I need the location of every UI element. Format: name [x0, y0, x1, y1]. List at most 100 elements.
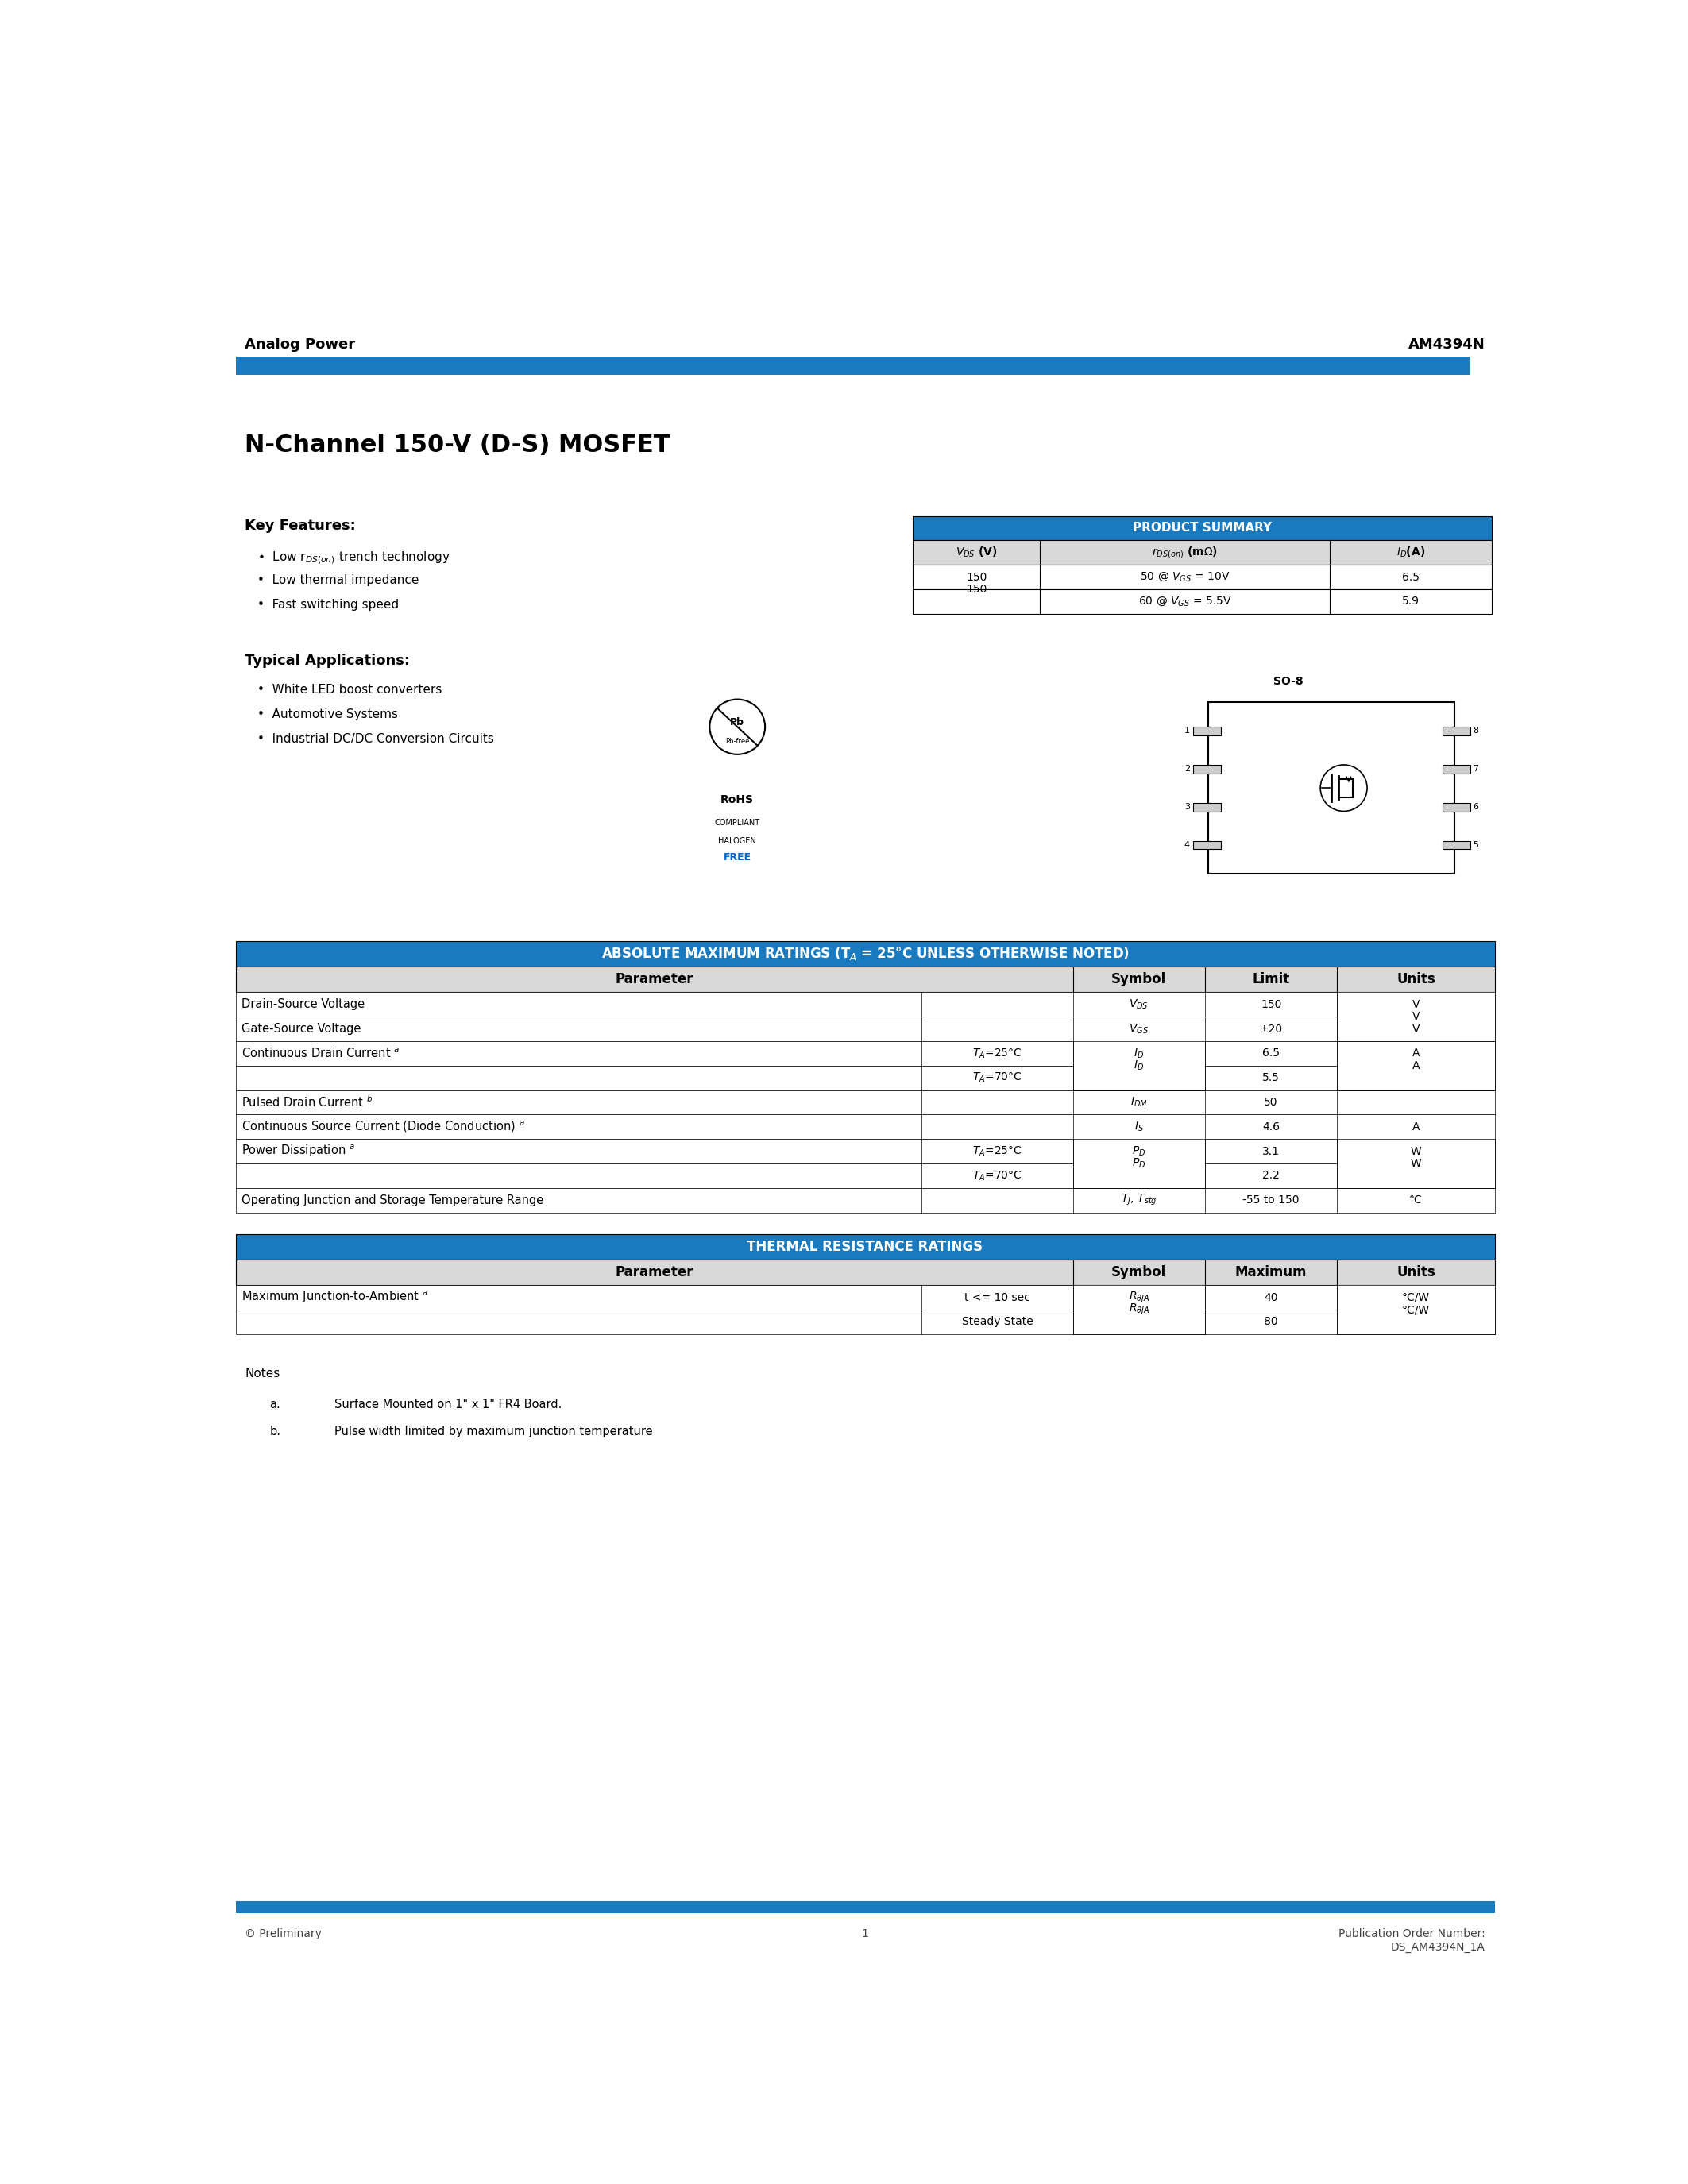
Text: Parameter: Parameter [614, 972, 694, 987]
Text: Pb-free: Pb-free [726, 738, 749, 745]
Text: •  Automotive Systems: • Automotive Systems [257, 708, 398, 721]
Text: °C/W: °C/W [1403, 1304, 1430, 1315]
Text: t <= 10 sec: t <= 10 sec [964, 1291, 1030, 1304]
Bar [236, 1284, 1494, 1310]
Text: $r_{DS(on)}$ (m$\Omega$): $r_{DS(on)}$ (m$\Omega$) [1151, 546, 1217, 559]
Bar [1074, 1042, 1205, 1090]
Bar [236, 1140, 1494, 1164]
Bar [236, 992, 1494, 1018]
Text: 3: 3 [1185, 804, 1190, 810]
Bar [236, 1042, 1494, 1066]
Text: Parameter: Parameter [614, 1265, 694, 1280]
Text: a.: a. [270, 1398, 280, 1411]
Text: Maximum Junction-to-Ambient $^a$: Maximum Junction-to-Ambient $^a$ [241, 1289, 429, 1306]
Text: 4.6: 4.6 [1263, 1120, 1280, 1131]
Text: •  Low thermal impedance: • Low thermal impedance [257, 574, 419, 585]
Bar [236, 1114, 1494, 1140]
Text: Publication Order Number:
DS_AM4394N_1A: Publication Order Number: DS_AM4394N_1A [1339, 1928, 1485, 1952]
Bar [1074, 1140, 1205, 1188]
Text: 40: 40 [1264, 1291, 1278, 1304]
Text: 1: 1 [1185, 727, 1190, 734]
Text: Continuous Source Current (Diode Conduction) $^a$: Continuous Source Current (Diode Conduct… [241, 1120, 525, 1133]
Bar [1337, 1284, 1494, 1334]
Bar [236, 941, 1494, 968]
Text: Surface Mounted on 1" x 1" FR4 Board.: Surface Mounted on 1" x 1" FR4 Board. [334, 1398, 562, 1411]
Bar [236, 1090, 1494, 1114]
Text: °C/W: °C/W [1403, 1291, 1430, 1304]
Bar [236, 1018, 1494, 1042]
Text: PRODUCT SUMMARY: PRODUCT SUMMARY [1133, 522, 1271, 535]
Bar [1209, 703, 1455, 874]
Text: FREE: FREE [724, 852, 751, 863]
Bar [1337, 1042, 1494, 1090]
Text: Notes: Notes [245, 1367, 280, 1380]
Text: $T_A$=70°C: $T_A$=70°C [972, 1072, 1023, 1085]
Text: AM4394N: AM4394N [1408, 339, 1485, 352]
Bar [236, 1900, 1494, 1913]
Text: Drain-Source Voltage: Drain-Source Voltage [241, 998, 365, 1011]
Text: Power Dissipation $^a$: Power Dissipation $^a$ [241, 1144, 354, 1160]
Text: Steady State: Steady State [962, 1317, 1033, 1328]
Text: V: V [1413, 1011, 1420, 1022]
Text: 5.9: 5.9 [1401, 596, 1420, 607]
Text: •  Low r$_{DS(on)}$ trench technology: • Low r$_{DS(on)}$ trench technology [257, 550, 451, 566]
Text: Gate-Source Voltage: Gate-Source Voltage [241, 1022, 361, 1035]
Bar [1337, 992, 1494, 1042]
Text: 3.1: 3.1 [1263, 1147, 1280, 1158]
Text: $P_D$: $P_D$ [1133, 1144, 1146, 1158]
Text: 6: 6 [1474, 804, 1479, 810]
Text: 150: 150 [1261, 998, 1281, 1009]
Text: $T_A$=70°C: $T_A$=70°C [972, 1168, 1023, 1182]
Text: 150: 150 [966, 572, 987, 583]
Bar [236, 1164, 1494, 1188]
Text: b.: b. [270, 1426, 280, 1437]
Bar [236, 1234, 1494, 1260]
Text: 6.5: 6.5 [1263, 1048, 1280, 1059]
Text: -55 to 150: -55 to 150 [1242, 1195, 1300, 1206]
Text: W: W [1411, 1147, 1421, 1158]
Text: HALOGEN: HALOGEN [719, 836, 756, 845]
Text: 5: 5 [1474, 841, 1479, 850]
Text: $T_A$=25°C: $T_A$=25°C [972, 1144, 1023, 1158]
Text: RoHS: RoHS [721, 795, 755, 806]
Text: 1: 1 [861, 1928, 868, 1939]
Text: Operating Junction and Storage Temperature Range: Operating Junction and Storage Temperatu… [241, 1195, 544, 1206]
Text: 50: 50 [1264, 1096, 1278, 1107]
Text: •  White LED boost converters: • White LED boost converters [257, 684, 442, 697]
Text: 8: 8 [1474, 727, 1479, 734]
Text: Units: Units [1396, 1265, 1435, 1280]
Bar [236, 1260, 1494, 1284]
Text: V: V [1413, 998, 1420, 1009]
Bar [236, 968, 1494, 992]
Text: $I_{DM}$: $I_{DM}$ [1131, 1096, 1148, 1109]
Text: Limit: Limit [1252, 972, 1290, 987]
Text: A: A [1413, 1048, 1420, 1059]
Text: N-Channel 150-V (D-S) MOSFET: N-Channel 150-V (D-S) MOSFET [245, 432, 670, 456]
Text: $I_D$: $I_D$ [1134, 1046, 1144, 1059]
Text: Maximum: Maximum [1236, 1265, 1307, 1280]
Text: °C: °C [1409, 1195, 1423, 1206]
Text: ±20: ±20 [1259, 1024, 1283, 1035]
Bar [236, 356, 1470, 376]
Bar [236, 1188, 1494, 1212]
Text: Pulsed Drain Current $^b$: Pulsed Drain Current $^b$ [241, 1094, 373, 1109]
Text: $T_J$, $T_{stg}$: $T_J$, $T_{stg}$ [1121, 1192, 1156, 1208]
Bar [913, 539, 1492, 566]
Text: $R_{\theta JA}$: $R_{\theta JA}$ [1128, 1302, 1150, 1317]
Text: 7: 7 [1474, 764, 1479, 773]
Text: Pulse width limited by maximum junction temperature: Pulse width limited by maximum junction … [334, 1426, 652, 1437]
Text: 2: 2 [1185, 764, 1190, 773]
Text: $I_D$: $I_D$ [1134, 1059, 1144, 1072]
Bar [1442, 841, 1470, 850]
Text: W: W [1411, 1158, 1421, 1168]
Bar [913, 566, 1492, 590]
Text: SO-8: SO-8 [1273, 677, 1303, 688]
Text: Units: Units [1396, 972, 1435, 987]
Bar [236, 1066, 1494, 1090]
Text: 6.5: 6.5 [1401, 572, 1420, 583]
Bar [1193, 804, 1220, 810]
Text: $I_D$(A): $I_D$(A) [1396, 546, 1425, 559]
Text: Key Features:: Key Features: [245, 520, 356, 533]
Text: Symbol: Symbol [1111, 1265, 1166, 1280]
Text: $T_A$=25°C: $T_A$=25°C [972, 1046, 1023, 1059]
